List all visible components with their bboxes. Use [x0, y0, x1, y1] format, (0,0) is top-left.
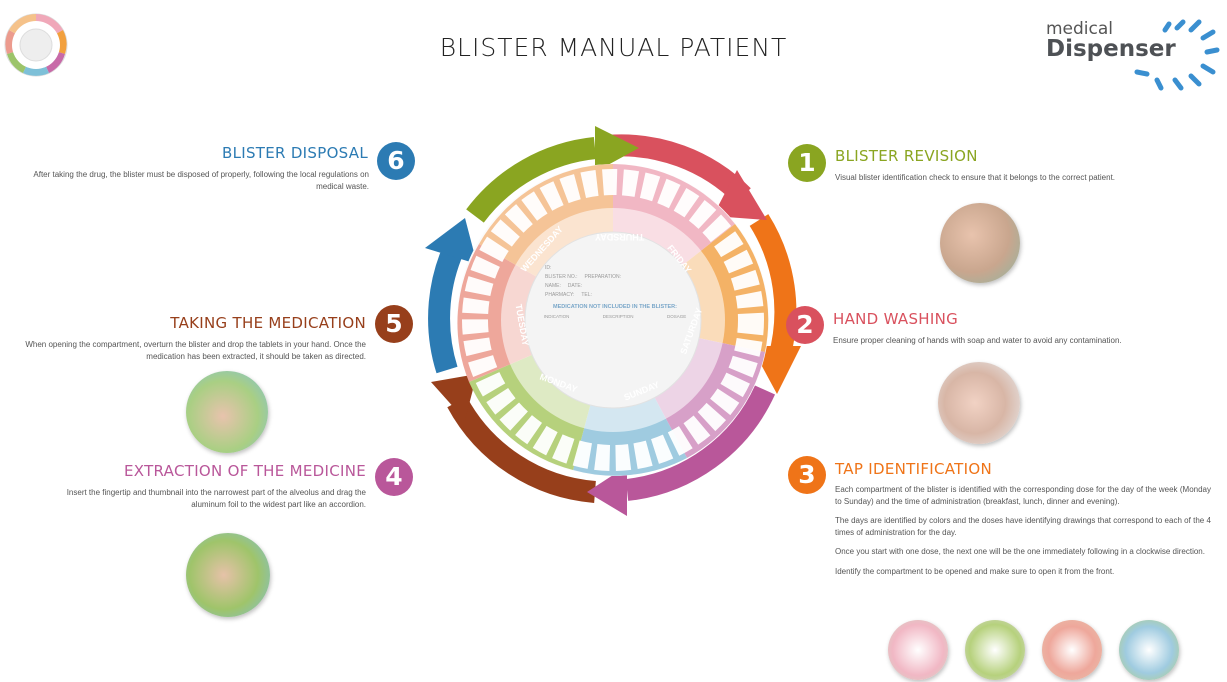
page-title: BLISTER MANUAL PATIENT — [439, 33, 788, 62]
wheel-field-preparation: PREPARATION: — [584, 274, 621, 280]
step-4-heading: EXTRACTION OF THE MEDICINE — [124, 462, 366, 480]
wheel-field-name: NAME: — [545, 283, 561, 289]
wheel-field-blister: BLISTER NO.: — [545, 274, 578, 280]
step-5-photo — [186, 371, 268, 453]
step-4-text: Insert the fingertip and thumbnail into … — [66, 488, 366, 509]
brand-line1: medical — [1046, 19, 1114, 39]
step-3-photo-4 — [1119, 620, 1179, 680]
step-4-badge: 4 — [375, 458, 413, 496]
step-1-heading: BLISTER REVISION — [835, 147, 978, 165]
step-3-paragraph-1: Each compartment of the blister is ident… — [835, 485, 1211, 506]
step-5-badge: 5 — [375, 305, 413, 343]
step-6-badge: 6 — [377, 142, 415, 180]
wheel-field-pharmacy: PHARMACY: — [545, 292, 575, 298]
wheel-column-description: DESCRIPTION — [602, 314, 634, 319]
blister-wheel-logo — [3, 12, 69, 78]
wheel-field-tel: TEL: — [581, 292, 592, 298]
step-3-photo-3 — [1042, 620, 1102, 680]
wheel-field-id: ID: — [545, 265, 552, 271]
step-2-photo — [938, 362, 1020, 444]
step-3-paragraph-2: The days are identified by colors and th… — [835, 516, 1211, 537]
step-6-heading: BLISTER DISPOSAL — [222, 144, 368, 162]
wheel-day-thursday: THURSDAY — [595, 232, 645, 242]
step-3-photo-1 — [888, 620, 948, 680]
step-2-text: Ensure proper cleaning of hands with soa… — [833, 336, 1122, 345]
brand-logo: medical Dispenser — [1042, 16, 1222, 96]
step-3-paragraph-3: Once you start with one dose, the next o… — [835, 547, 1205, 556]
brand-line2: Dispenser — [1046, 36, 1176, 62]
wheel-field-date: DATE: — [567, 283, 583, 289]
step-5-heading: TAKING THE MEDICATION — [170, 314, 366, 332]
wheel-center-panel: ID: BLISTER NO.: PREPARATION: NAME: DATE… — [527, 264, 703, 319]
step-1-badge: 1 — [788, 144, 826, 182]
step-6-text: After taking the drug, the blister must … — [33, 170, 369, 191]
step-2-heading: HAND WASHING — [833, 310, 959, 328]
wheel-center-title: MEDICATION NOT INCLUDED IN THE BLISTER: — [553, 304, 677, 310]
step-4-photo — [186, 533, 270, 617]
brand-swoosh-icon — [1134, 19, 1220, 91]
step-3-text: Each compartment of the blister is ident… — [835, 484, 1211, 577]
wheel-column-dosage: DOSAGE — [666, 314, 687, 319]
step-3-heading: TAP IDENTIFICATION — [835, 460, 992, 478]
step-2-badge: 2 — [786, 306, 824, 344]
step-1-text: Visual blister identification check to e… — [835, 173, 1116, 182]
step-1-photo — [940, 203, 1020, 283]
step-3-badge: 3 — [788, 456, 826, 494]
step-5-text: When opening the compartment, overturn t… — [25, 340, 366, 361]
wheel-column-indication: INDICATION — [543, 314, 570, 319]
blister-wheel: ID: BLISTER NO.: PREPARATION: NAME: DATE… — [417, 120, 805, 520]
step-3-paragraph-4: Identify the compartment to be opened an… — [835, 566, 1115, 576]
step-3-photo-2 — [965, 620, 1025, 680]
